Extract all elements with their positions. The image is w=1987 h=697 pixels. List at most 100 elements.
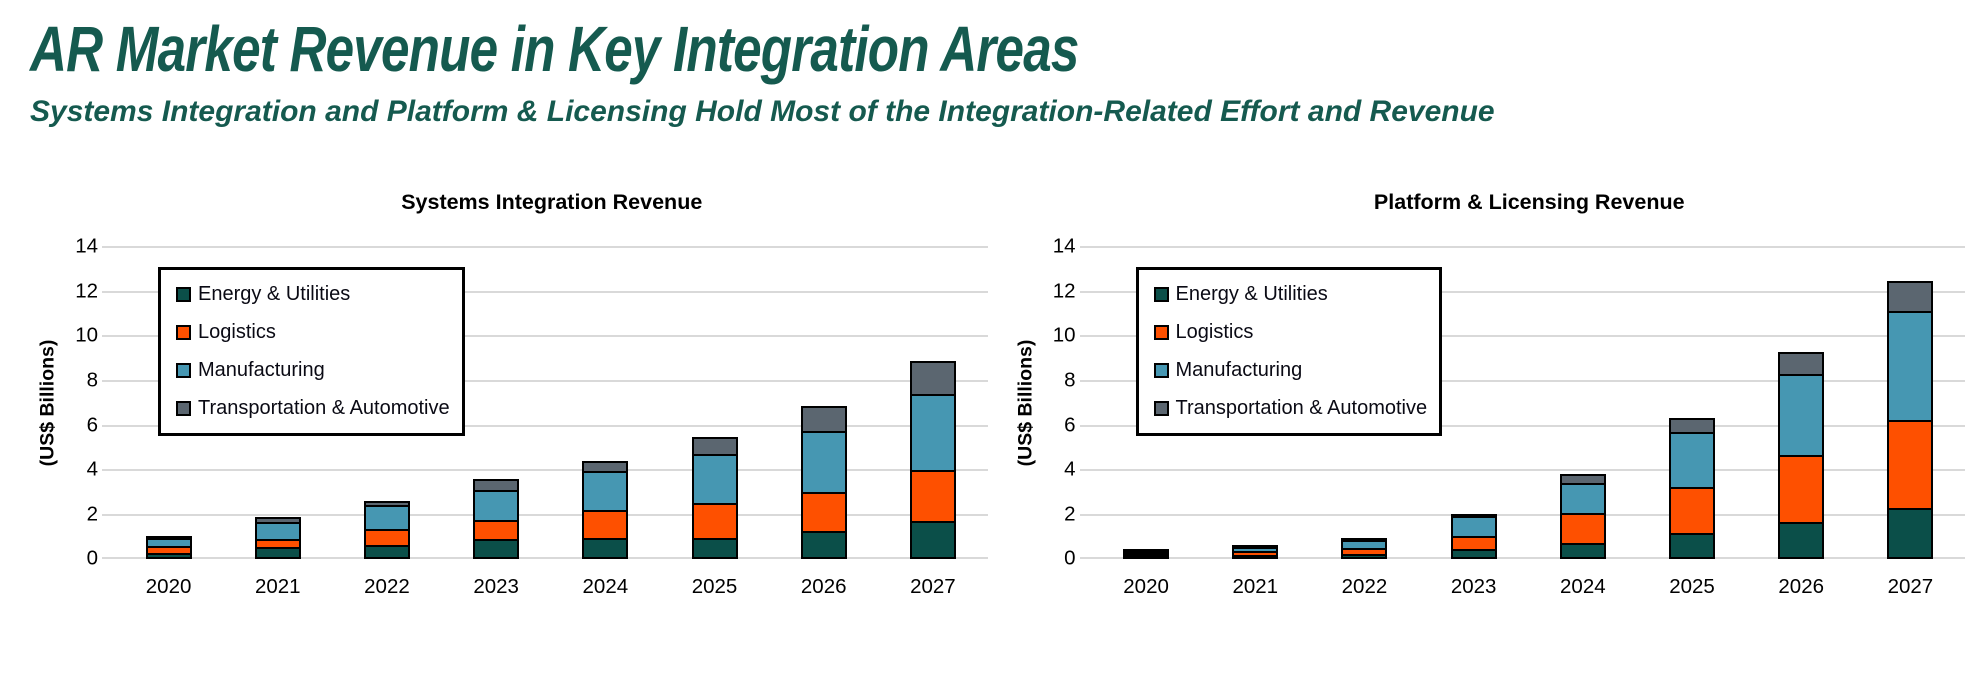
- x-labels: 2020 2021 2022 2023 2024 2025 2026 2027: [1092, 559, 1966, 599]
- legend: Energy & Utilities Logistics Manufacturing…: [1135, 267, 1443, 437]
- gridline: [102, 557, 988, 560]
- bars-row: [114, 247, 988, 560]
- segment-transportation-automotive: [1887, 281, 1934, 314]
- stacked-bar-2020: [1123, 548, 1170, 560]
- segment-transportation-automotive: [909, 361, 956, 396]
- bar-column-2024: [551, 247, 660, 560]
- stacked-bar-2024: [1559, 474, 1606, 560]
- segment-energy-utilities: [473, 539, 520, 560]
- stacked-bar-2023: [1450, 513, 1497, 560]
- plot-area: Energy & Utilities Logistics Manufacturing…: [1079, 246, 1965, 560]
- y-tick-label: 2: [86, 502, 98, 526]
- bar-column-2023: [442, 247, 551, 560]
- chart-platform-licensing: Platform & Licensing Revenue (US$ Billio…: [998, 190, 1976, 599]
- segment-energy-utilities: [1559, 542, 1606, 560]
- stacked-bar-2022: [1341, 537, 1388, 560]
- y-tick-label: 10: [1052, 323, 1076, 347]
- bar-column-2027: [878, 247, 987, 560]
- legend-item-manufacturing: Manufacturing: [176, 359, 450, 382]
- y-tick-label: 14: [1052, 234, 1076, 258]
- segment-energy-utilities: [1123, 555, 1170, 560]
- segment-logistics: [1778, 455, 1825, 525]
- x-tick-label: 2020: [1123, 575, 1169, 599]
- legend-swatch-icon: [1153, 363, 1169, 379]
- legend-label: Manufacturing: [198, 359, 325, 382]
- segment-energy-utilities: [1887, 507, 1934, 560]
- segment-manufacturing: [582, 470, 629, 512]
- legend-swatch-icon: [176, 287, 191, 303]
- y-axis-label-column: (US$ Billions): [1008, 247, 1044, 559]
- legend-label: Logistics: [198, 321, 276, 344]
- segment-transportation-automotive: [1778, 352, 1825, 376]
- y-tick-label: 2: [1064, 502, 1076, 526]
- x-tick-label: 2024: [582, 575, 629, 599]
- bar-column-2022: [1310, 247, 1419, 560]
- legend-item-logistics: Logistics: [176, 321, 450, 344]
- segment-logistics: [909, 469, 956, 524]
- segment-manufacturing: [800, 430, 847, 495]
- legend-item-transportation-automotive: Transportation & Automotive: [1153, 397, 1427, 420]
- stacked-bar-2027: [1887, 281, 1934, 560]
- segment-logistics: [1669, 486, 1716, 535]
- segment-energy-utilities: [1232, 555, 1279, 560]
- segment-energy-utilities: [691, 538, 738, 560]
- x-tick-label: 2027: [910, 575, 956, 599]
- legend-swatch-icon: [176, 363, 191, 379]
- y-tick-label: 10: [75, 323, 98, 347]
- segment-logistics: [1559, 513, 1606, 545]
- segment-manufacturing: [1450, 516, 1497, 538]
- segment-logistics: [582, 509, 629, 541]
- y-axis-label-column: (US$ Billions): [30, 247, 66, 559]
- bar-column-2025: [1637, 247, 1746, 560]
- legend-item-logistics: Logistics: [1153, 321, 1428, 344]
- gridline: [1079, 424, 1965, 427]
- bar-column-2023: [1419, 247, 1528, 560]
- segment-manufacturing: [363, 505, 410, 531]
- stacked-bar-2020: [145, 535, 192, 560]
- gridline: [102, 290, 988, 293]
- segment-energy-utilities: [254, 546, 301, 560]
- chart-title: Systems Integration Revenue: [401, 190, 703, 215]
- stacked-bar-2026: [800, 406, 847, 560]
- stacked-bar-2027: [909, 361, 956, 560]
- charts-container: Systems Integration Revenue (US$ Billion…: [0, 190, 1987, 599]
- bar-column-2021: [223, 247, 332, 560]
- y-tick-label: 0: [1064, 546, 1076, 570]
- x-tick-label: 2023: [1450, 575, 1497, 599]
- segment-logistics: [800, 492, 847, 534]
- segment-manufacturing: [1778, 373, 1825, 458]
- x-tick-label: 2021: [254, 575, 301, 599]
- x-tick-label: 2025: [1669, 575, 1715, 599]
- x-tick-label: 2024: [1560, 575, 1606, 599]
- gridline: [1079, 290, 1965, 293]
- x-tick-label: 2021: [1232, 575, 1279, 599]
- x-tick-label: 2025: [691, 575, 738, 599]
- legend-label: Transportation & Automotive: [198, 397, 450, 420]
- y-axis-label: (US$ Billions): [1014, 339, 1036, 467]
- page-title: AR Market Revenue in Key Integration Are…: [30, 13, 1079, 85]
- segment-manufacturing: [1559, 483, 1606, 516]
- gridline: [1079, 335, 1965, 338]
- segment-manufacturing: [909, 393, 956, 472]
- y-tick-label: 6: [1064, 413, 1076, 437]
- y-tick-label: 0: [86, 546, 98, 570]
- x-tick-label: 2020: [145, 575, 192, 599]
- chart-title: Platform & Licensing Revenue: [1373, 190, 1685, 215]
- gridline: [102, 424, 988, 427]
- legend-swatch-icon: [176, 401, 191, 417]
- y-tick-label: 8: [86, 368, 98, 392]
- x-tick-label: 2027: [1887, 575, 1934, 599]
- stacked-bar-2021: [1232, 544, 1279, 560]
- y-tick-label: 8: [1064, 368, 1076, 392]
- legend-swatch-icon: [1153, 325, 1169, 341]
- x-tick-label: 2026: [800, 575, 847, 599]
- segment-energy-utilities: [145, 552, 192, 560]
- gridline: [1079, 379, 1965, 382]
- gridline: [1079, 513, 1965, 516]
- legend-label: Energy & Utilities: [1175, 283, 1328, 306]
- segment-transportation-automotive: [800, 406, 847, 433]
- x-tick-label: 2023: [473, 575, 519, 599]
- bar-column-2020: [114, 247, 223, 560]
- segment-energy-utilities: [1778, 522, 1825, 560]
- gridline: [102, 335, 988, 338]
